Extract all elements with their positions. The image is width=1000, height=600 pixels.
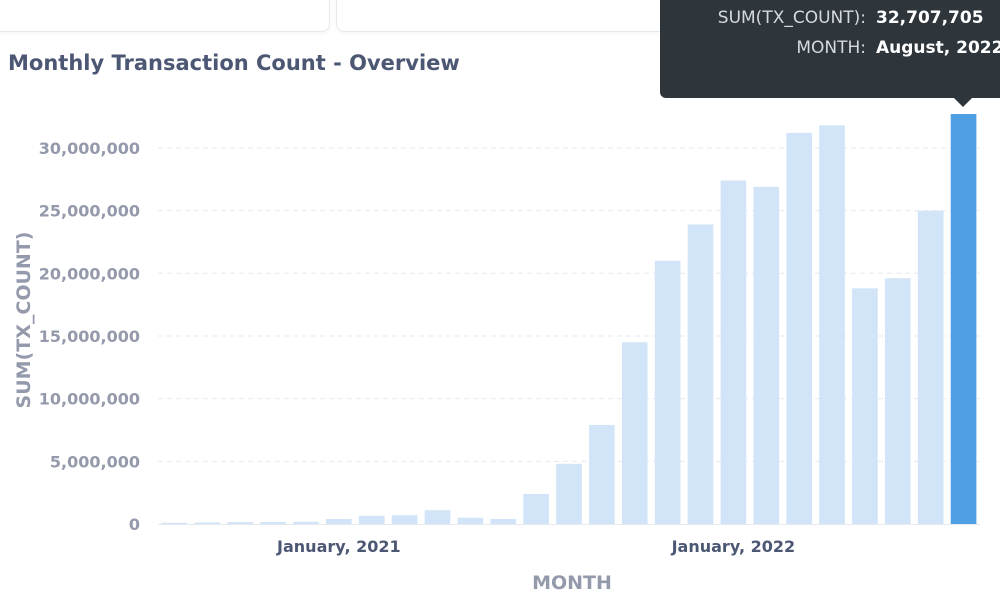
bar <box>293 521 319 524</box>
bar <box>884 278 911 524</box>
bar <box>819 125 845 524</box>
bar <box>589 424 615 524</box>
x-tick-label: January, 2022 <box>671 537 796 556</box>
tooltip-value-month: August, 2022 <box>876 38 1000 58</box>
bar <box>490 518 517 524</box>
y-tick-label: 20,000,000 <box>39 264 140 283</box>
y-tick-label: 15,000,000 <box>39 327 140 346</box>
chart-title: Monthly Transaction Count - Overview <box>8 51 460 75</box>
bar <box>917 210 944 525</box>
tooltip-value-sum: 32,707,705 <box>876 8 984 28</box>
top-card-left <box>0 0 330 32</box>
bar <box>358 515 385 524</box>
tooltip-row-value: SUM(TX_COUNT): 32,707,705 <box>718 8 998 28</box>
bar <box>194 522 221 524</box>
tooltip-row-month: MONTH: August, 2022 <box>796 38 1000 58</box>
x-tick-label: January, 2021 <box>276 537 401 556</box>
y-tick-label: 10,000,000 <box>39 390 140 409</box>
bar <box>687 224 714 524</box>
tooltip-arrow <box>952 96 974 107</box>
bar <box>556 463 582 524</box>
bar <box>391 515 418 524</box>
bar <box>424 510 451 524</box>
bar <box>523 493 549 524</box>
bar <box>227 522 254 524</box>
y-tick-label: 25,000,000 <box>39 202 140 221</box>
bar <box>720 180 747 525</box>
bar <box>457 517 484 524</box>
bar <box>161 522 188 524</box>
bar <box>852 288 878 524</box>
y-axis-label: SUM(TX_COUNT) <box>13 232 35 409</box>
bar <box>260 521 286 524</box>
bar <box>786 132 812 525</box>
y-tick-label: 0 <box>129 515 140 534</box>
x-axis-label: MONTH <box>532 572 612 594</box>
bar <box>753 186 780 525</box>
tooltip-key-month: MONTH: <box>796 38 866 58</box>
bar <box>326 518 352 524</box>
y-tick-label: 5,000,000 <box>50 452 140 471</box>
top-card-right <box>336 0 678 32</box>
tooltip-key-sum: SUM(TX_COUNT): <box>717 8 866 28</box>
bar-highlighted <box>950 114 977 524</box>
bar <box>654 260 681 524</box>
bar <box>621 342 648 524</box>
y-tick-label: 30,000,000 <box>39 139 140 158</box>
chart-tooltip: SUM(TX_COUNT): 32,707,705 MONTH: August, 2… <box>660 0 1000 98</box>
